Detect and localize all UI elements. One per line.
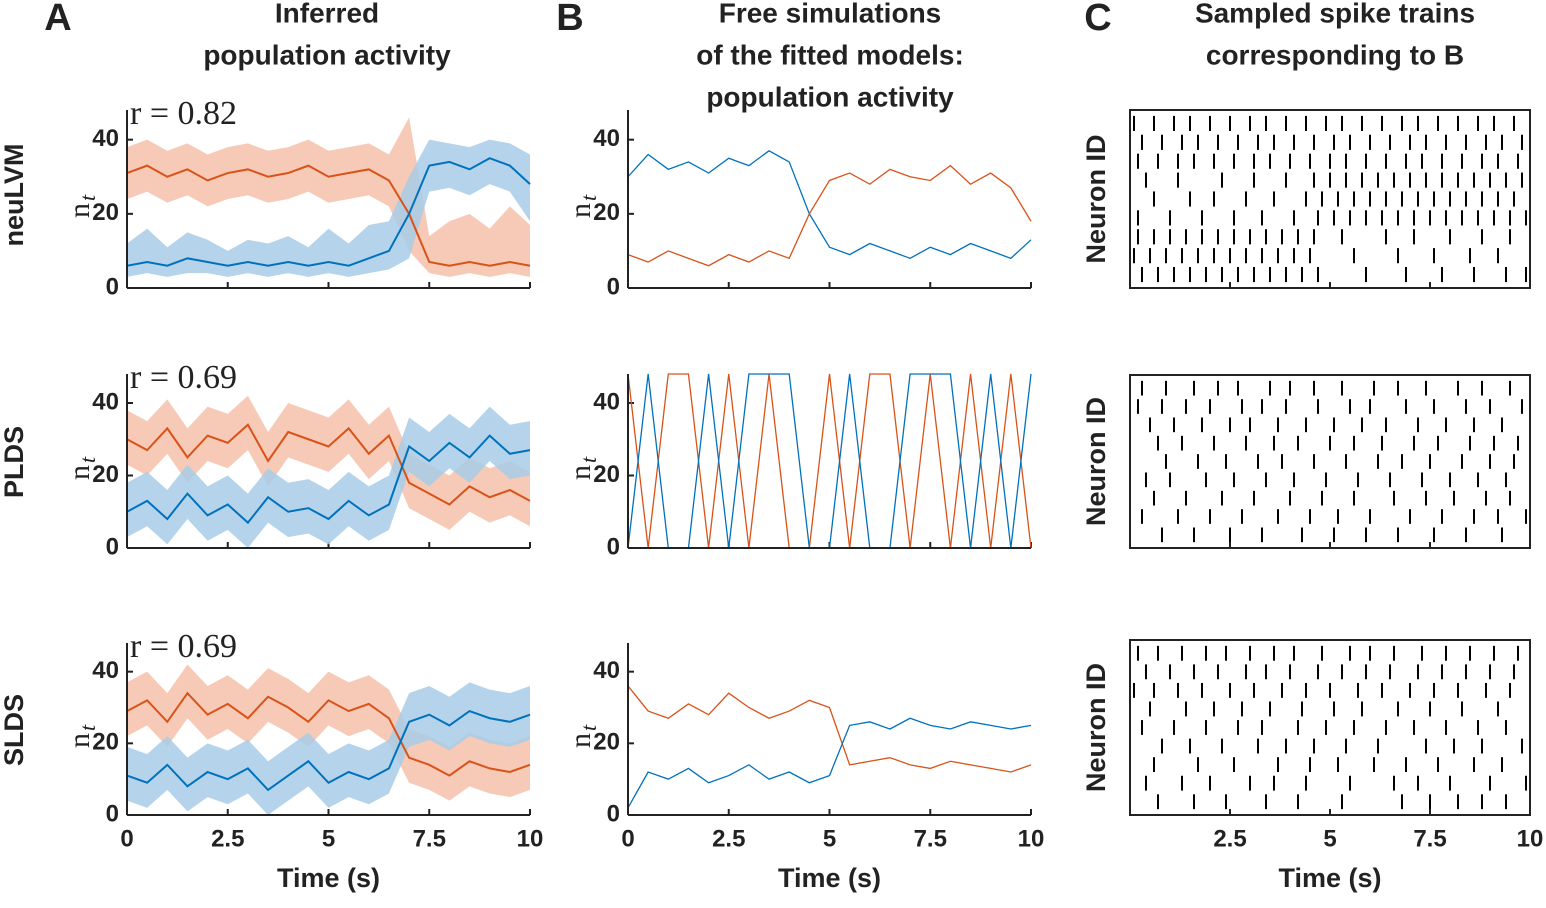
line — [627, 373, 1032, 549]
y-axis-label: n — [63, 203, 96, 218]
x-tick-label: 10 — [517, 825, 544, 852]
y-tick-label: 0 — [106, 533, 119, 560]
y-tick-label: 20 — [92, 729, 119, 756]
y-axis-label-subscript: t — [576, 456, 601, 463]
x-tick-label: 2.5 — [211, 825, 244, 852]
y-tick-label: 0 — [607, 533, 620, 560]
y-tick-label: 0 — [607, 273, 620, 300]
row-label: SLDS — [0, 694, 29, 766]
band — [127, 406, 530, 548]
column-title: population activity — [203, 39, 451, 70]
x-tick-label: 5 — [1323, 825, 1336, 852]
y-axis-label: n — [564, 465, 597, 480]
line — [126, 157, 531, 267]
column-title: Free simulations — [719, 0, 942, 28]
y-tick-label: 40 — [593, 125, 620, 152]
y-label-group: nt — [63, 456, 100, 480]
y-label-group: nt — [63, 724, 100, 748]
y-tick-label: 20 — [92, 199, 119, 226]
x-axis-label: Time (s) — [277, 863, 380, 893]
column-title: Sampled spike trains — [1195, 0, 1475, 28]
panel-letter: B — [556, 0, 583, 39]
y-axis-label: n — [63, 733, 96, 748]
x-tick-label: 5 — [823, 825, 836, 852]
x-tick-label: 2.5 — [712, 825, 745, 852]
x-tick-label: 0 — [621, 825, 634, 852]
panel-letter: A — [44, 0, 71, 39]
x-axis-label: Time (s) — [778, 863, 881, 893]
raster-frame — [1129, 639, 1531, 816]
x-tick-label: 10 — [1517, 825, 1544, 852]
line — [126, 434, 531, 525]
y-label-group: Neuron ID — [1081, 397, 1111, 526]
y-tick-label: 0 — [106, 273, 119, 300]
column-title: Inferred — [275, 0, 379, 28]
annotation: r = 0.69 — [130, 359, 237, 396]
row-label-group: neuLVM — [0, 144, 29, 247]
line — [126, 423, 531, 506]
line — [126, 709, 531, 792]
raster-frame — [1129, 109, 1531, 289]
y-axis-label-subscript: t — [75, 724, 100, 731]
x-tick-label: 0 — [120, 825, 133, 852]
column-title: corresponding to B — [1206, 39, 1464, 70]
y-axis-label: Neuron ID — [1081, 397, 1111, 526]
y-label-group: nt — [63, 194, 100, 218]
raster-frame — [1129, 374, 1531, 549]
y-label-group: Neuron ID — [1081, 663, 1111, 792]
x-axis-label: Time (s) — [1278, 863, 1381, 893]
annotation: r = 0.82 — [130, 95, 237, 132]
line — [627, 150, 1032, 260]
x-tick-label: 7.5 — [1413, 825, 1446, 852]
y-tick-label: 40 — [92, 125, 119, 152]
row-label-group: SLDS — [0, 694, 29, 766]
y-axis-label: n — [564, 203, 597, 218]
y-axis-label-subscript: t — [576, 724, 601, 731]
y-axis-label: n — [564, 733, 597, 748]
band — [127, 117, 530, 277]
band — [127, 395, 530, 530]
band — [127, 664, 530, 801]
x-tick-label: 5 — [322, 825, 335, 852]
y-tick-label: 0 — [106, 800, 119, 827]
y-tick-label: 20 — [593, 199, 620, 226]
y-axis-label: Neuron ID — [1081, 663, 1111, 792]
x-tick-label: 2.5 — [1213, 825, 1246, 852]
y-tick-label: 40 — [92, 388, 119, 415]
line — [627, 717, 1032, 809]
line — [627, 373, 1032, 549]
annotation: r = 0.69 — [130, 628, 237, 665]
y-axis-label-subscript: t — [75, 194, 100, 201]
y-tick-label: 40 — [593, 388, 620, 415]
y-tick-label: 20 — [593, 461, 620, 488]
y-tick-label: 20 — [593, 729, 620, 756]
y-tick-label: 20 — [92, 461, 119, 488]
row-label-group: PLDS — [0, 426, 29, 498]
panel-letter: C — [1084, 0, 1111, 39]
line — [627, 164, 1032, 267]
row-label: PLDS — [0, 426, 29, 498]
column-title: of the fitted models: — [696, 39, 964, 70]
band — [127, 139, 530, 277]
y-label-group: nt — [564, 194, 601, 218]
y-tick-label: 0 — [607, 800, 620, 827]
y-axis-label-subscript: t — [75, 456, 100, 463]
y-tick-label: 40 — [593, 657, 620, 684]
y-axis-label: Neuron ID — [1081, 134, 1111, 263]
y-axis-label-subscript: t — [576, 194, 601, 201]
column-title: population activity — [706, 81, 954, 112]
x-tick-label: 10 — [1018, 825, 1045, 852]
x-tick-label: 7.5 — [413, 825, 446, 852]
line — [126, 164, 531, 267]
y-label-group: nt — [564, 724, 601, 748]
y-label-group: Neuron ID — [1081, 134, 1111, 263]
line — [126, 691, 531, 777]
x-tick-label: 7.5 — [914, 825, 947, 852]
y-tick-label: 40 — [92, 657, 119, 684]
y-axis-label: n — [63, 465, 96, 480]
row-label: neuLVM — [0, 144, 29, 247]
y-label-group: nt — [564, 456, 601, 480]
line — [627, 685, 1032, 773]
